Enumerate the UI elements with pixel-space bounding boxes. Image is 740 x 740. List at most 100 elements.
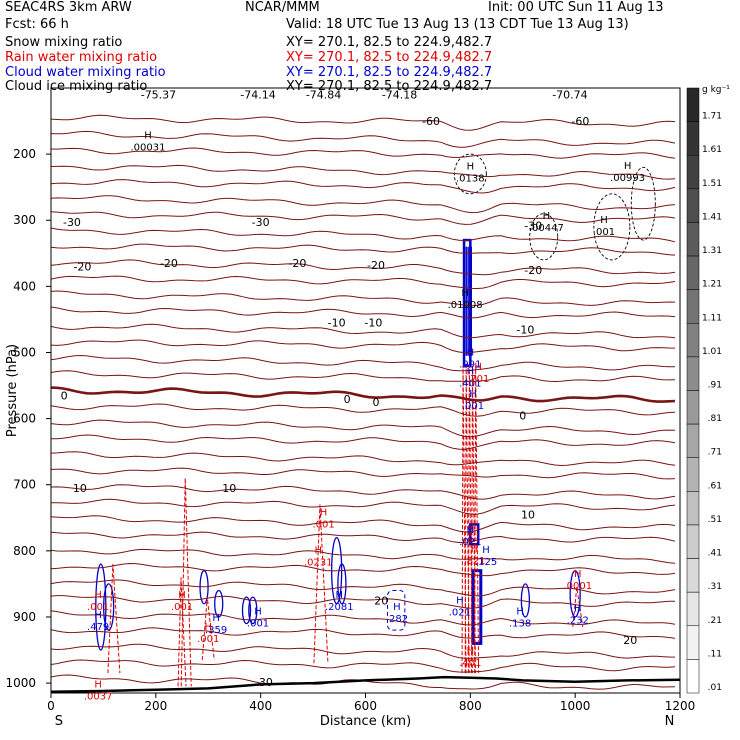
maximum-value-label: .282 [386,614,408,625]
isotherm-label: -60 [571,115,589,128]
maximum-value-label: .00447 [529,223,564,234]
maximum-marker: H [212,613,220,624]
shallow-cloud-water [569,570,581,618]
header-right1: Init: 00 UTC Sun 11 Aug 13 [488,0,664,15]
colorbar-swatch [686,356,700,391]
colorbar-label: .61 [708,481,722,491]
isotherm-line [50,179,676,194]
maximum-marker: H [94,679,102,690]
colorbar-label: .21 [708,616,722,626]
colorbar-swatch [686,659,700,694]
colorbar-label: .91 [708,381,722,391]
isotherm-label: 10 [222,482,236,495]
isotherm-line [50,498,676,515]
maximum-marker: H [574,569,582,580]
isotherm-line [50,451,676,467]
maximum-marker: H [144,131,152,142]
maximum-value-label: .0231 [304,558,333,569]
x-tick-label: 400 [249,699,272,713]
y-tick-label: 200 [13,147,36,161]
isotherm-label: -70.74 [552,89,587,102]
field-xy-rain: XY= 270.1, 82.5 to 224.9,482.7 [286,50,493,65]
colorbar-swatch [686,222,700,257]
isotherm-line [50,484,676,500]
isotherm-line [50,579,676,597]
isotherm-label: 10 [73,482,87,495]
ice-cloud-blob [630,166,656,241]
x-tick-label: 0 [47,699,55,713]
header-right2: Valid: 18 UTC Tue 13 Aug 13 (13 CDT Tue … [286,17,629,32]
isotherm-line [50,195,676,214]
colorbar-label: 1.41 [702,212,722,222]
maximum-marker: H [474,362,482,373]
colorbar-swatch [686,457,700,492]
maximum-value-label: .001 [87,602,109,613]
isotherm-label: -20 [524,264,542,277]
isotherm-label: 0 [61,389,68,402]
isotherm-label: -10 [328,317,346,330]
colorbar-label: 1.61 [702,145,722,155]
isotherm-label: -75.37 [141,89,176,102]
isotherm-line [51,434,676,450]
isotherm-line [50,643,676,659]
y-tick-label: 1000 [5,676,36,690]
shallow-cloud-water [241,596,252,625]
isotherm-label: -30 [252,216,270,229]
maximum-value-label: .401 [459,379,481,390]
colorbar-label: .41 [708,549,722,559]
rain-column [201,597,215,660]
y-tick-label: 800 [13,544,36,558]
colorbar-swatch [686,390,700,425]
maximum-marker: H [467,367,475,378]
endpoint-left-label: S [55,714,63,729]
maximum-marker: H [467,347,475,358]
colorbar-label: .31 [708,582,722,592]
isotherm-label: 10 [521,508,535,521]
rain-column [180,478,192,687]
x-tick-label: 200 [144,699,167,713]
isotherm-label: -30 [63,216,81,229]
colorbar-swatch [686,491,700,526]
maximum-value-label: .0001 [563,581,592,592]
colorbar-swatch [686,154,700,190]
colorbar-swatch [686,289,700,324]
maximum-marker: H [574,603,582,614]
isotherm-line [50,211,676,225]
maximum-marker: H [467,525,475,536]
isotherm-line [50,306,676,319]
header-left1: SEAC4RS 3km ARW [5,0,132,15]
maximum-value-label: .401 [459,658,481,669]
shallow-cloud-water [103,583,115,631]
maximum-marker: H [94,610,102,621]
field-xy-snow: XY= 270.1, 82.5 to 224.9,482.7 [286,35,493,50]
maximum-marker: H [315,546,323,557]
maximum-marker: H [254,607,262,618]
isotherm-line [50,531,676,544]
isotherm-line [50,114,676,131]
y-tick-label: 900 [13,610,36,624]
maximum-marker: H [320,507,328,518]
isotherm-label: -10 [516,323,534,336]
y-axis-label: Pressure (hPa) [5,344,20,437]
isotherm-line [50,323,676,339]
isotherm-line [50,595,675,609]
isotherm-line [50,290,676,307]
isotherm-line [50,370,676,383]
x-tick-label: 1000 [560,699,591,713]
isotherm-label: -60 [422,115,440,128]
maximum-value-label: .125 [475,557,497,568]
maximum-marker: H [471,544,479,555]
maximum-marker: H [467,162,475,173]
isotherm-line [50,147,676,159]
isotherm-line [50,259,676,276]
isotherm-line [50,227,676,243]
isotherm-line [50,339,676,354]
maximum-value-label: .001 [462,401,484,412]
isotherm-line [50,515,676,533]
field-xy-cloud-ice: XY= 270.1, 82.5 to 224.9,482.7 [286,79,493,94]
maximum-marker: H [469,389,477,400]
maximum-value-label: .701 [467,374,489,385]
header-center1: NCAR/MMM [245,0,320,15]
maximum-value-label: .479 [87,622,109,633]
